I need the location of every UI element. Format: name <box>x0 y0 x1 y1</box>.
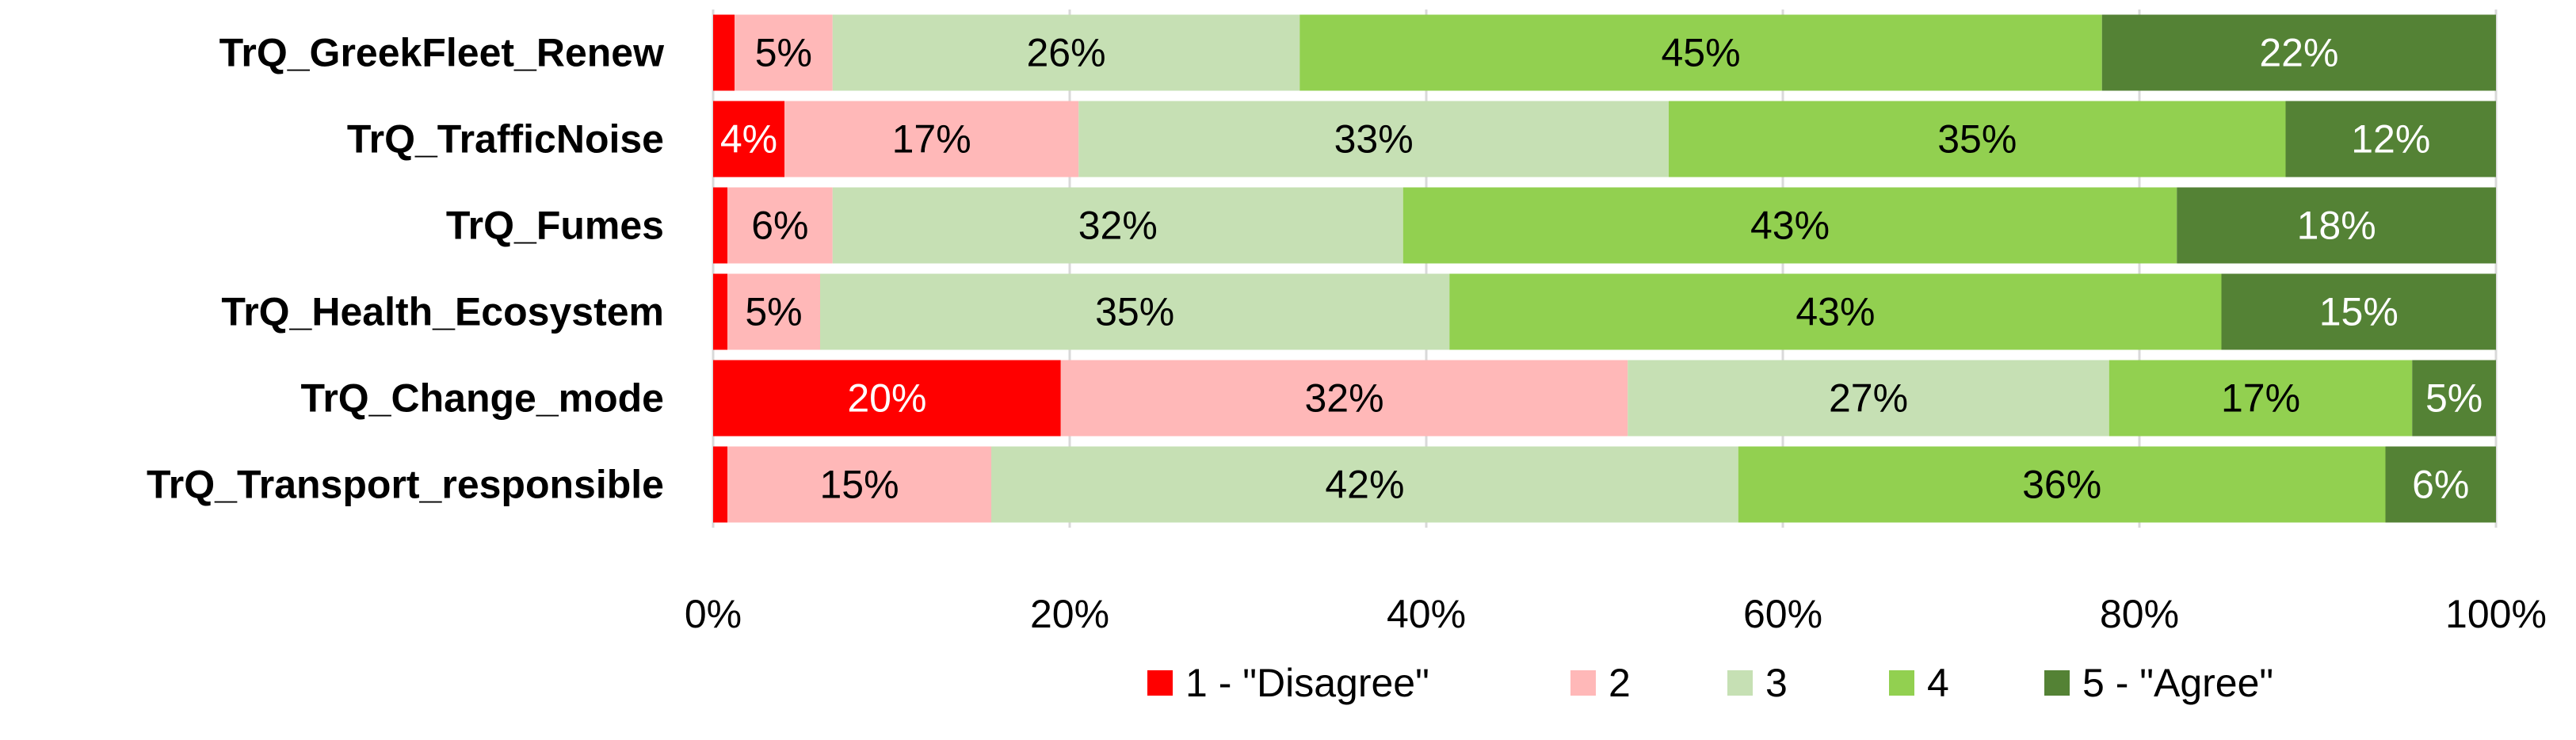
data-label: 36% <box>2022 463 2101 507</box>
bar-segment <box>1669 101 2286 177</box>
bar-segment <box>832 14 1300 91</box>
legend-swatch <box>1570 670 1596 696</box>
data-label: 17% <box>2221 376 2300 421</box>
category-label: TrQ_Transport_responsible <box>147 463 664 507</box>
legend-swatch <box>2044 670 2070 696</box>
data-label: 43% <box>1796 290 1875 334</box>
category-label: TrQ_Change_mode <box>301 376 664 421</box>
legend-label: 3 <box>1765 661 1788 705</box>
x-tick-label: 40% <box>1387 592 1466 636</box>
legend-swatch <box>1147 670 1173 696</box>
x-tick-label: 20% <box>1030 592 1109 636</box>
bar-segment <box>1402 187 2177 264</box>
data-label: 4% <box>720 117 777 162</box>
data-label: 5% <box>745 290 802 334</box>
legend-label: 2 <box>1609 661 1631 705</box>
data-label: 42% <box>1325 463 1404 507</box>
bar-segment <box>2177 187 2496 264</box>
data-label: 20% <box>847 376 926 421</box>
data-label: 12% <box>2351 117 2430 162</box>
bar-segment <box>2221 273 2496 350</box>
gridlines <box>712 10 2498 528</box>
bar-segment <box>2412 360 2496 437</box>
bar-segment <box>713 14 735 91</box>
data-label: 35% <box>1095 290 1174 334</box>
bar-segment <box>1078 101 1669 177</box>
x-tick-label: 0% <box>685 592 742 636</box>
segment-labels: 5% 26% 45% 22% 4% 17% 33% 35% 12% 6% 32% 43% 18% 5% 35… <box>720 31 2483 507</box>
x-axis-tick-labels: 0% 20% 40% 60% 80% 100% <box>685 592 2547 636</box>
bar-segment <box>2109 360 2413 437</box>
bar-segment <box>2101 14 2496 91</box>
legend-swatch <box>1727 670 1753 696</box>
bar-segment <box>713 446 727 523</box>
data-label: 32% <box>1078 204 1158 248</box>
data-label: 32% <box>1304 376 1383 421</box>
x-tick-label: 60% <box>1743 592 1822 636</box>
category-label: TrQ_TrafficNoise <box>347 117 664 162</box>
data-label: 35% <box>1937 117 2017 162</box>
bar-segment <box>727 446 991 523</box>
x-tick-label: 100% <box>2445 592 2547 636</box>
data-label: 17% <box>892 117 971 162</box>
data-label: 45% <box>1661 31 1740 75</box>
data-label: 15% <box>2319 290 2399 334</box>
data-label: 5% <box>755 31 812 75</box>
bar-segment <box>784 101 1079 177</box>
data-label: 6% <box>2412 463 2469 507</box>
bar-segment <box>1299 14 2102 91</box>
bar-segment <box>2285 101 2496 177</box>
bar-segment <box>727 187 833 264</box>
data-label: 18% <box>2297 204 2376 248</box>
bar-segment <box>1738 446 2386 523</box>
legend-label: 4 <box>1927 661 1949 705</box>
category-label: TrQ_Fumes <box>446 204 664 248</box>
data-label: 33% <box>1334 117 1414 162</box>
bar-segment <box>832 187 1403 264</box>
category-label: TrQ_GreekFleet_Renew <box>219 31 664 75</box>
bars <box>713 14 2496 523</box>
data-label: 6% <box>751 204 808 248</box>
bar-segment <box>713 360 1061 437</box>
bar-segment <box>713 273 727 350</box>
data-label: 26% <box>1026 31 1105 75</box>
bar-segment <box>2385 446 2496 523</box>
bar-segment <box>991 446 1738 523</box>
x-tick-label: 80% <box>2100 592 2179 636</box>
bar-segment <box>713 101 784 177</box>
bar-segment <box>1628 360 2109 437</box>
category-labels: TrQ_GreekFleet_Renew TrQ_TrafficNoise TrQ_… <box>147 31 664 507</box>
legend-label: 5 - "Agree" <box>2082 661 2273 705</box>
data-label: 22% <box>2259 31 2338 75</box>
bar-segment <box>727 273 820 350</box>
data-label: 27% <box>1829 376 1908 421</box>
legend: 1 - "Disagree" 2 3 4 5 - "Agree" <box>1147 661 2273 705</box>
category-label: TrQ_Health_Ecosystem <box>221 290 664 334</box>
legend-label: 1 - "Disagree" <box>1185 661 1429 705</box>
bar-segment <box>735 14 833 91</box>
bar-segment <box>820 273 1450 350</box>
data-label: 43% <box>1750 204 1830 248</box>
legend-swatch <box>1889 670 1914 696</box>
data-label: 15% <box>819 463 899 507</box>
bar-segment <box>713 187 727 264</box>
bar-segment <box>1060 360 1628 437</box>
data-label: 5% <box>2425 376 2483 421</box>
bar-segment <box>1449 273 2222 350</box>
